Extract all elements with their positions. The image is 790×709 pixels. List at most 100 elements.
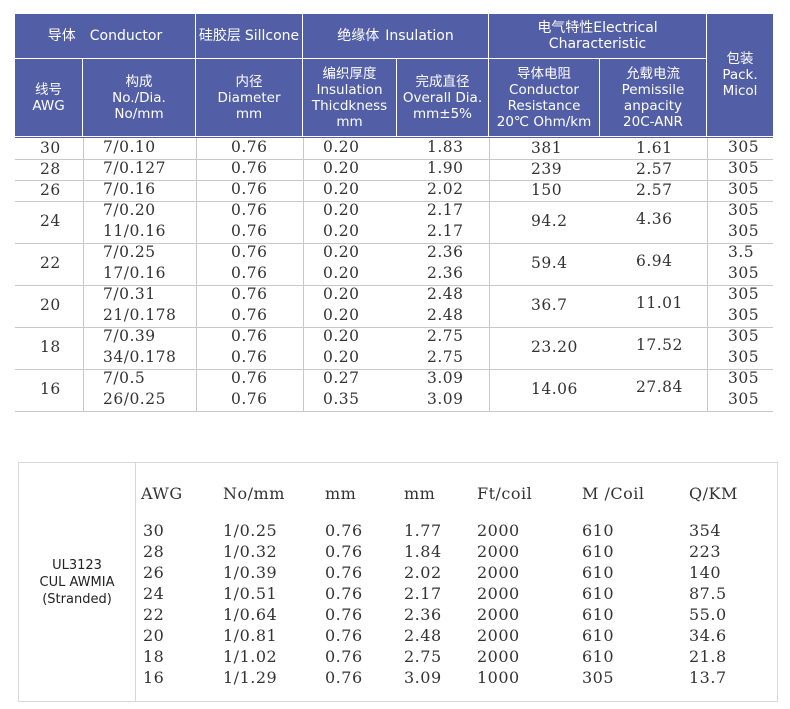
ul3123-cell: 1000 <box>477 668 520 687</box>
ul3123-cell: 1.84 <box>404 542 442 561</box>
ul3123-cell: 354 <box>689 521 722 540</box>
ul3123-cell: 0.76 <box>325 542 363 561</box>
ul3123-header: AWG <box>141 484 183 503</box>
thickness-cell: 0.20 <box>323 222 360 240</box>
thickness-cell: 0.20 <box>323 138 360 156</box>
ul3123-cell: 0.76 <box>325 521 363 540</box>
header-awg: 线号 AWG <box>15 59 83 137</box>
thickness-cell: 0.20 <box>323 327 360 345</box>
ul3123-cell: 0.76 <box>325 584 363 603</box>
header-overall-cn: 完成直径 <box>415 73 470 90</box>
ul3123-cell: 34.6 <box>689 626 727 645</box>
pack-cell: 305 <box>728 201 760 219</box>
diameter-cell: 0.76 <box>231 138 268 156</box>
ul3123-cell: 24 <box>143 584 165 603</box>
overall-dia-cell: 2.36 <box>427 264 464 282</box>
table-body-top-rule <box>15 137 773 138</box>
header-awg-en: AWG <box>32 97 65 114</box>
pack-cell: 305 <box>728 327 760 345</box>
ul3123-cell: 0.76 <box>325 626 363 645</box>
header-thickness: 编织厚度 Insulation Thicdkness mm <box>303 59 397 137</box>
header-silicone-cn: 硅胶层 <box>198 28 241 44</box>
ul3123-cell: 2000 <box>477 605 520 624</box>
header-resistance-unit: 20℃ Ohm/km <box>496 113 592 130</box>
thickness-cell: 0.20 <box>323 306 360 324</box>
header-conductor-cn: 导体 <box>47 28 76 44</box>
no-dia-cell: 11/0.16 <box>103 222 166 240</box>
ul3123-cell: 223 <box>689 542 722 561</box>
ul3123-cell: 2000 <box>477 563 520 582</box>
ul3123-header: No/mm <box>223 484 285 503</box>
ul3123-cell: 0.76 <box>325 668 363 687</box>
header-thickness-unit: mm <box>336 113 363 130</box>
ul3123-cell: 1/0.32 <box>223 542 278 561</box>
ul3123-cell: 26 <box>143 563 165 582</box>
pack-cell: 305 <box>728 285 760 303</box>
header-thickness-en1: Insulation <box>316 81 383 98</box>
ul3123-header: mm <box>325 484 357 503</box>
pack-cell: 305 <box>728 138 760 156</box>
no-dia-cell: 17/0.16 <box>103 264 166 282</box>
header-electrical: 电气特性Electrical Characteristic <box>489 14 707 59</box>
ul3123-cell: 2.75 <box>404 647 442 666</box>
ul3123-cell: 20 <box>143 626 165 645</box>
pack-cell: 305 <box>728 264 760 282</box>
diameter-cell: 0.76 <box>231 369 268 387</box>
ul3123-cell: 1/1.02 <box>223 647 278 666</box>
header-ampacity-en2: anpacity <box>623 97 683 114</box>
ul3123-cell: 13.7 <box>689 668 727 687</box>
resistance-cell: 381 <box>531 138 563 157</box>
overall-dia-cell: 3.09 <box>427 390 464 408</box>
header-thickness-en2: Thicdkness <box>311 97 388 114</box>
pack-cell: 305 <box>728 159 760 177</box>
ul3123-cell: 55.0 <box>689 605 727 624</box>
spec-row-group: 28 7/0.127 0.76 0.20 1.90 305 239 2.57 <box>15 159 773 181</box>
diameter-cell: 0.76 <box>231 180 268 198</box>
resistance-cell: 150 <box>531 180 563 199</box>
column-divider <box>489 138 490 411</box>
ampacity-cell: 6.94 <box>636 252 673 270</box>
pack-cell: 305 <box>728 222 760 240</box>
ul3123-side-label: UL3123 CUL AWMIA (Stranded) <box>19 463 136 701</box>
ul3123-cell: 610 <box>582 542 615 561</box>
overall-dia-cell: 2.48 <box>427 285 464 303</box>
diameter-cell: 0.76 <box>231 264 268 282</box>
ul3123-cell: 1/1.29 <box>223 668 278 687</box>
header-pack-cn: 包装 <box>726 51 754 67</box>
header-resistance-cn: 导体电阻 <box>517 65 571 82</box>
column-divider <box>196 138 197 411</box>
ampacity-cell: 27.84 <box>636 378 683 396</box>
column-divider <box>707 138 708 411</box>
resistance-cell: 239 <box>531 159 563 178</box>
awg-cell: 30 <box>40 138 61 157</box>
header-awg-cn: 线号 <box>35 81 62 98</box>
diameter-cell: 0.76 <box>231 348 268 366</box>
overall-dia-cell: 1.90 <box>427 159 464 177</box>
overall-dia-cell: 2.48 <box>427 306 464 324</box>
no-dia-cell: 26/0.25 <box>103 390 166 408</box>
ul3123-table: UL3123 CUL AWMIA (Stranded) AWG No/mm mm mm… <box>18 462 778 702</box>
pack-cell: 305 <box>728 306 760 324</box>
column-divider <box>303 138 304 411</box>
resistance-cell: 94.2 <box>531 212 568 230</box>
header-silicone: 硅胶层 Sillcone <box>196 14 303 59</box>
no-dia-cell: 7/0.16 <box>103 180 156 198</box>
ul3123-cell: 610 <box>582 626 615 645</box>
diameter-cell: 0.76 <box>231 243 268 261</box>
ul3123-cell: 2.17 <box>404 584 442 603</box>
overall-dia-cell: 2.17 <box>427 201 464 219</box>
awg-cell: 22 <box>40 254 61 272</box>
overall-dia-cell: 3.09 <box>427 369 464 387</box>
overall-dia-cell: 2.75 <box>427 348 464 366</box>
spec-row-group: 22 7/0.25 0.76 0.20 2.36 3.5 17/0.16 0.76 0.20 2.… <box>15 243 773 286</box>
ul3123-header: Ft/coil <box>477 484 533 503</box>
no-dia-cell: 7/0.20 <box>103 201 156 219</box>
spec-row-group: 16 7/0.5 0.76 0.27 3.09 305 26/0.25 0.76 0.35 3.0… <box>15 369 773 412</box>
no-dia-cell: 34/0.178 <box>103 348 177 366</box>
header-resistance: 导体电阻 Conductor Resistance 20℃ Ohm/km <box>489 59 600 137</box>
header-ampacity-unit: 20C-ANR <box>623 113 683 130</box>
header-conductor: 导体 Conductor <box>15 14 196 59</box>
header-resistance-en2: Resistance <box>507 97 581 114</box>
ampacity-cell: 17.52 <box>636 336 683 354</box>
spec-row-group: 30 7/0.10 0.76 0.20 1.83 305 381 1.61 <box>15 138 773 160</box>
